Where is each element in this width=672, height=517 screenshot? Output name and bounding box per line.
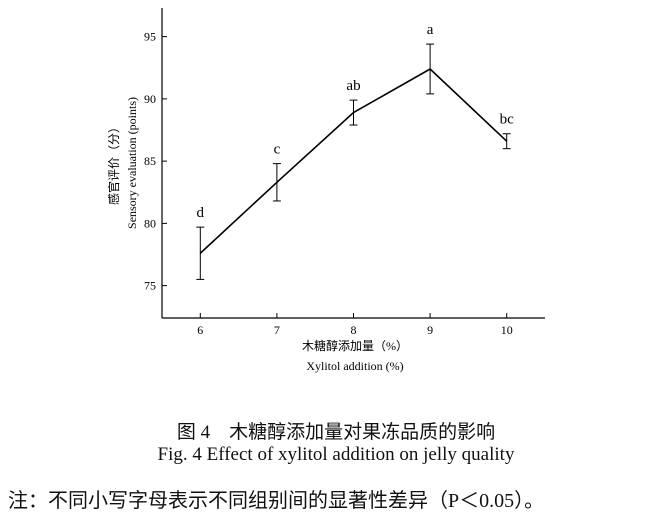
significance-letter: c: [274, 142, 281, 158]
y-tick-label: 80: [144, 216, 156, 230]
x-label-cn: 木糖醇添加量（%）: [302, 338, 408, 353]
y-label-cn: 感官评价（分）: [106, 121, 121, 205]
y-label-en: Sensory evaluation (points): [125, 97, 139, 229]
x-tick-label: 8: [351, 323, 357, 337]
x-tick-label: 7: [274, 323, 280, 337]
x-tick-label: 9: [427, 323, 433, 337]
y-tick-label: 85: [144, 154, 156, 168]
note: 注：不同小写字母表示不同组别间的显著性差异（P＜0.05）。: [8, 490, 545, 512]
significance-letter: d: [197, 205, 205, 221]
x-label-en: Xylitol addition (%): [306, 359, 403, 373]
x-tick-label: 10: [501, 323, 513, 337]
significance-letter: ab: [346, 78, 360, 94]
y-tick-label: 95: [144, 30, 156, 44]
x-tick-label: 6: [197, 323, 203, 337]
line: [199, 68, 508, 254]
significance-letter: a: [427, 22, 434, 38]
significance-letter: bc: [500, 112, 515, 128]
caption-cn: 图 4 木糖醇添加量对果冻品质的影响: [176, 422, 496, 443]
y-tick-label: 90: [144, 92, 156, 106]
y-tick-label: 75: [144, 279, 156, 293]
chart: 75 80 85 90 95 6 7 8 9 10 木糖醇添加量（%） Xylitol additio…: [106, 8, 545, 373]
caption-en: Fig. 4 Effect of xylitol addition on jel…: [157, 444, 515, 465]
